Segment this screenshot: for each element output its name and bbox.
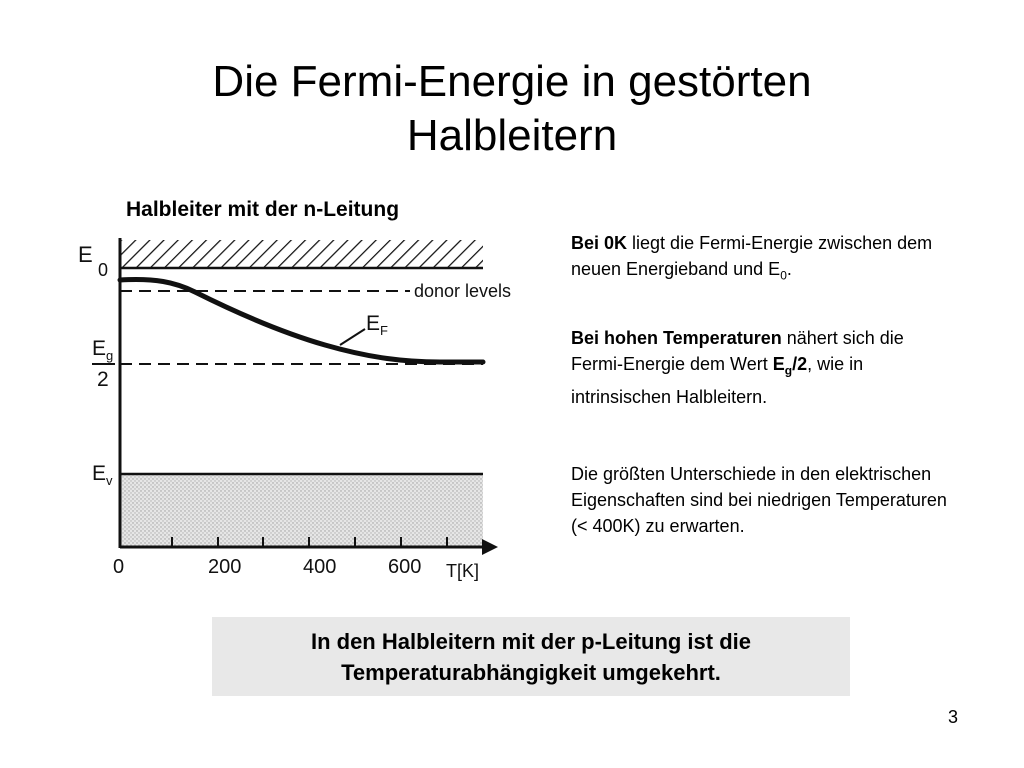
zero-energy-label: 0	[98, 260, 108, 280]
eg-denominator: 2	[97, 368, 109, 391]
paragraph-differences: Die größten Unterschiede in den elektris…	[571, 461, 951, 539]
p1-text: liegt die Fermi-Energie zwischen dem neu…	[571, 233, 933, 279]
slide-title: Die Fermi-Energie in gestörten Halbleite…	[0, 55, 1024, 163]
x-tick-label-200: 200	[208, 556, 241, 578]
p2-eg-sub: g	[784, 363, 793, 378]
p3-text: Die größten Unterschiede in den elektris…	[571, 464, 947, 536]
p1-bold: Bei 0K	[571, 233, 628, 253]
eg-label-main: E	[92, 337, 106, 360]
p1-end: .	[786, 259, 792, 279]
p2-bold: Bei hohen Temperaturen	[571, 328, 782, 348]
x-tick-label-600: 600	[388, 556, 421, 578]
eg-label-sub: g	[106, 348, 113, 363]
conclusion-box: In den Halbleitern mit der p-Leitung ist…	[212, 617, 850, 696]
p2-eg-slash: /2	[792, 354, 808, 374]
slide-title-line-2: Halbleitern	[406, 111, 618, 160]
x-axis-title: T[K]	[446, 561, 479, 581]
p2-eg-e: E	[772, 354, 785, 374]
energy-axis-label: E	[78, 242, 93, 267]
x-tick-label-400: 400	[303, 556, 336, 578]
x-tick-label-0: 0	[113, 556, 124, 578]
ev-label-main: E	[92, 462, 106, 485]
ef-label-sub: F	[380, 323, 388, 338]
figure-caption: Halbleiter mit der n-Leitung	[126, 198, 400, 221]
ev-label-sub: v	[106, 473, 113, 488]
slide-title-line-1: Die Fermi-Energie in gestörten	[212, 57, 812, 106]
p2-text: nähert sich die Fermi-Energie dem Wert	[571, 328, 904, 374]
paragraph-high-temperature: Bei hohen Temperaturen nähert sich die F…	[571, 325, 951, 410]
ef-label-main: E	[366, 312, 380, 335]
p1-subscript: 0	[780, 268, 787, 283]
conclusion-line-1: In den Halbleitern mit der p-Leitung ist…	[310, 628, 752, 654]
conduction-band	[120, 240, 483, 268]
conclusion-line-2: Temperaturabhängigkeit umgekehrt.	[341, 659, 721, 685]
fermi-energy-diagram: E 0 donor levels EF Eg 2 Ev 0 200 400 60…	[78, 238, 511, 581]
ev-label: Ev	[92, 462, 113, 488]
x-axis-arrow-icon	[482, 539, 498, 555]
paragraph-zero-kelvin: Bei 0K liegt die Fermi-Energie zwischen …	[571, 230, 951, 289]
x-axis-ticks	[171, 537, 448, 547]
fermi-energy-curve	[117, 277, 486, 365]
valence-band	[120, 474, 483, 546]
ef-leader-line	[339, 328, 366, 346]
eg-label: Eg	[92, 337, 113, 363]
ef-label: EF	[366, 312, 388, 338]
page-number: 3	[948, 707, 959, 727]
p2-end: , wie in intrinsischen Halbleitern.	[571, 354, 864, 407]
p2-eg: Eg/2	[772, 354, 808, 378]
donor-levels-label: donor levels	[414, 281, 511, 301]
